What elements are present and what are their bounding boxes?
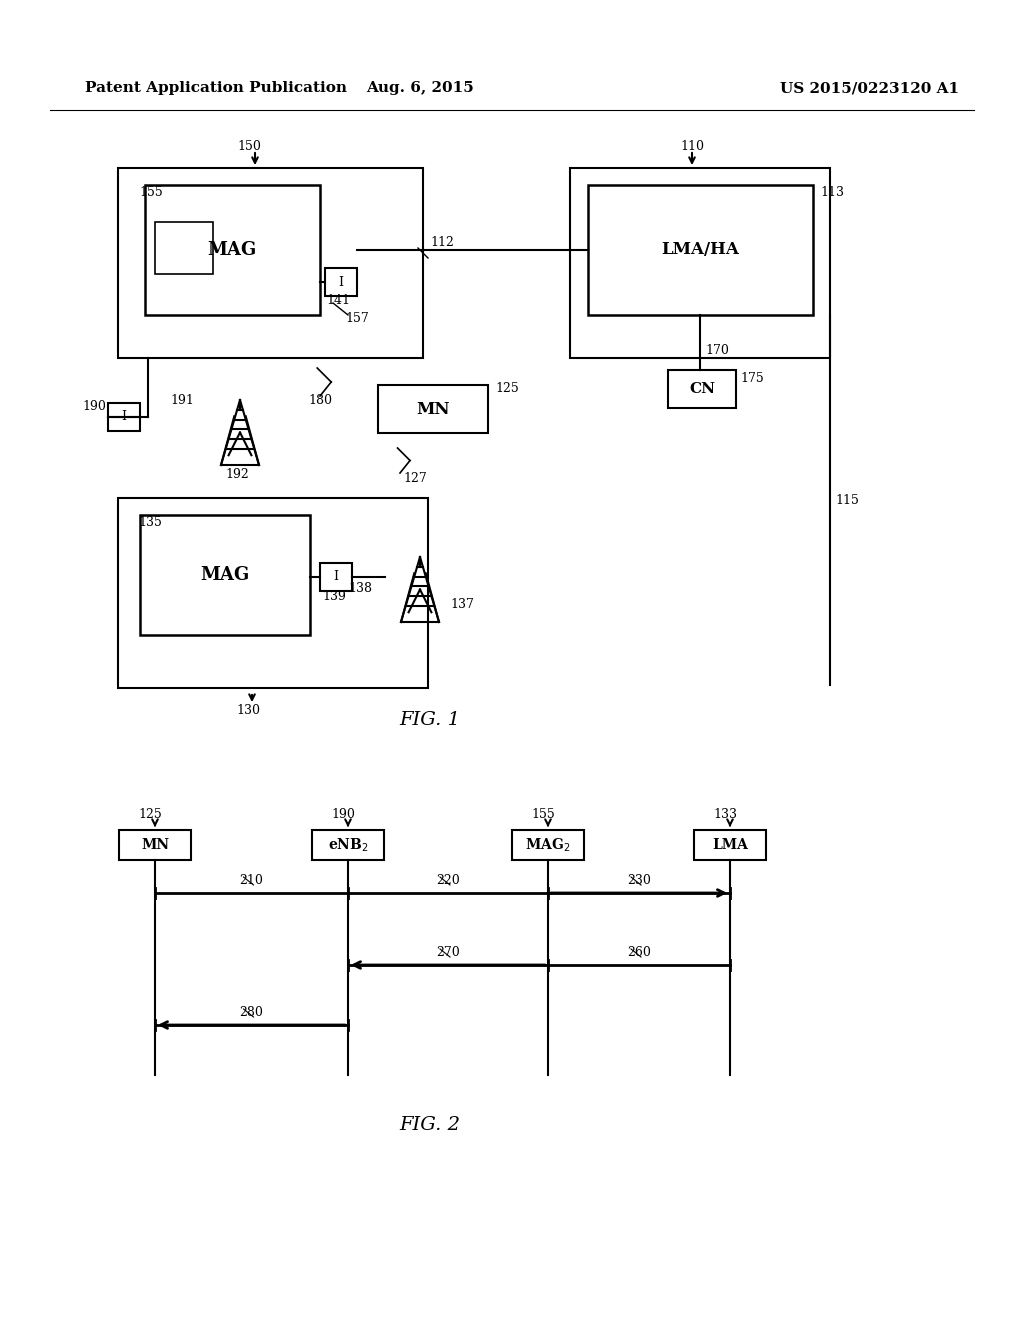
Text: 139: 139	[322, 590, 346, 602]
Text: 141: 141	[326, 293, 350, 306]
Text: 155: 155	[531, 808, 555, 821]
Text: Patent Application Publication: Patent Application Publication	[85, 81, 347, 95]
Text: US 2015/0223120 A1: US 2015/0223120 A1	[780, 81, 959, 95]
Bar	[155, 222, 213, 275]
Text: LMA: LMA	[712, 838, 748, 851]
Bar	[319, 564, 352, 591]
Bar	[570, 168, 830, 358]
Text: 133: 133	[713, 808, 737, 821]
Text: 125: 125	[495, 381, 519, 395]
Text: 157: 157	[345, 312, 369, 325]
Text: 260: 260	[627, 945, 651, 958]
Bar	[325, 268, 357, 296]
Bar	[119, 830, 191, 861]
Text: 155: 155	[139, 186, 163, 199]
Text: I: I	[122, 411, 127, 424]
Text: 113: 113	[820, 186, 844, 199]
Text: 220: 220	[436, 874, 460, 887]
Bar	[588, 185, 813, 315]
Bar	[118, 168, 423, 358]
Text: 230: 230	[627, 874, 651, 887]
Text: MAG: MAG	[208, 242, 257, 259]
Text: 190: 190	[82, 400, 105, 413]
Text: 190: 190	[331, 808, 355, 821]
Text: I: I	[334, 570, 339, 583]
Bar	[312, 830, 384, 861]
Text: I: I	[339, 276, 343, 289]
Text: MAG: MAG	[201, 566, 250, 583]
Text: eNB$_2$: eNB$_2$	[328, 837, 369, 854]
Text: 115: 115	[835, 494, 859, 507]
Text: 135: 135	[138, 516, 162, 529]
Text: 110: 110	[680, 140, 705, 153]
Text: 175: 175	[740, 371, 764, 384]
Text: 180: 180	[308, 393, 332, 407]
Bar	[694, 830, 766, 861]
Text: MN: MN	[141, 838, 169, 851]
Text: 137: 137	[450, 598, 474, 611]
Bar	[378, 385, 488, 433]
Text: 125: 125	[138, 808, 162, 821]
Text: 112: 112	[430, 236, 454, 249]
Bar	[668, 370, 736, 408]
Text: Aug. 6, 2015: Aug. 6, 2015	[367, 81, 474, 95]
Text: FIG. 2: FIG. 2	[399, 1115, 461, 1134]
Text: LMA/HA: LMA/HA	[662, 242, 739, 259]
Text: 127: 127	[403, 471, 427, 484]
Text: CN: CN	[689, 381, 715, 396]
Bar	[108, 403, 140, 432]
Text: 150: 150	[237, 140, 261, 153]
Text: FIG. 1: FIG. 1	[399, 711, 461, 729]
Text: MAG$_2$: MAG$_2$	[525, 837, 570, 854]
Text: 192: 192	[225, 469, 249, 482]
Bar	[145, 185, 319, 315]
Text: 138: 138	[348, 582, 372, 594]
Text: 170: 170	[705, 343, 729, 356]
Text: MN: MN	[416, 400, 450, 417]
Text: 280: 280	[240, 1006, 263, 1019]
Bar	[118, 498, 428, 688]
Text: 270: 270	[436, 945, 460, 958]
Text: 191: 191	[170, 393, 194, 407]
Bar	[512, 830, 584, 861]
Text: 130: 130	[236, 704, 260, 717]
Bar	[140, 515, 310, 635]
Text: 210: 210	[240, 874, 263, 887]
